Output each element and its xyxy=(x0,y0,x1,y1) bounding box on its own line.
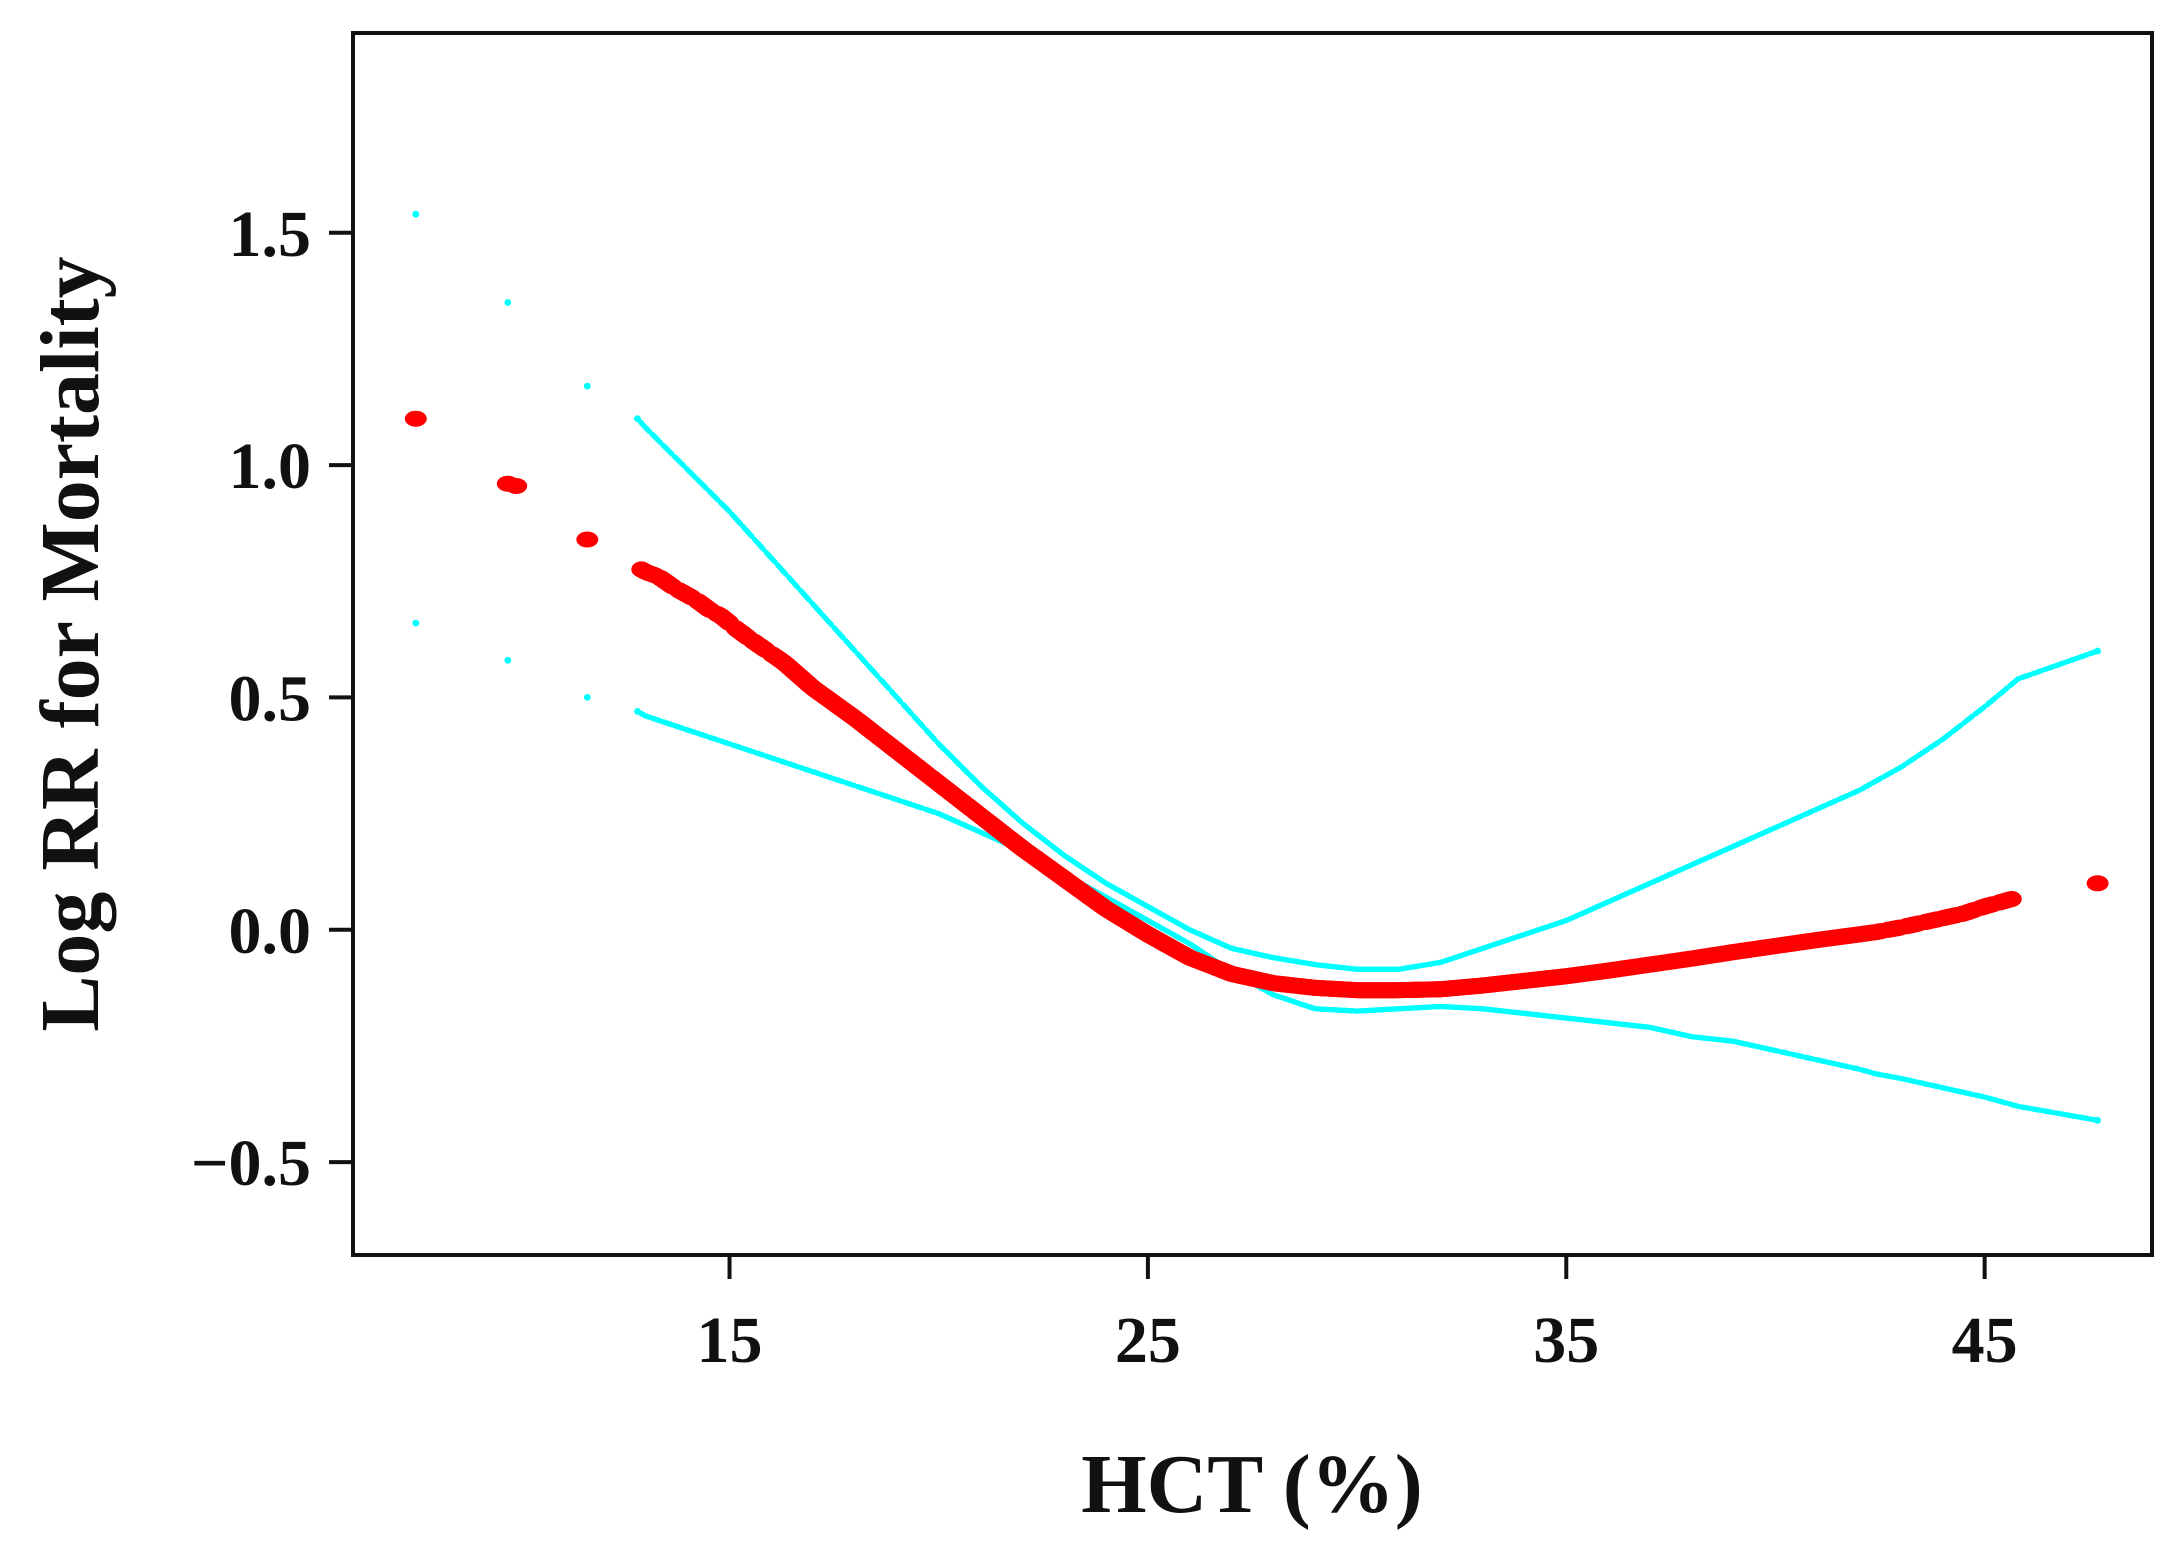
ci-point xyxy=(412,619,420,627)
ci-point xyxy=(412,210,420,218)
ci-point xyxy=(504,299,512,306)
ci-point xyxy=(583,382,591,390)
plot-marks xyxy=(404,210,2109,1124)
series-upper-95-ci xyxy=(412,210,2102,972)
ci-point xyxy=(504,656,512,664)
ci-point xyxy=(583,694,591,701)
ci-point xyxy=(2094,647,2102,655)
